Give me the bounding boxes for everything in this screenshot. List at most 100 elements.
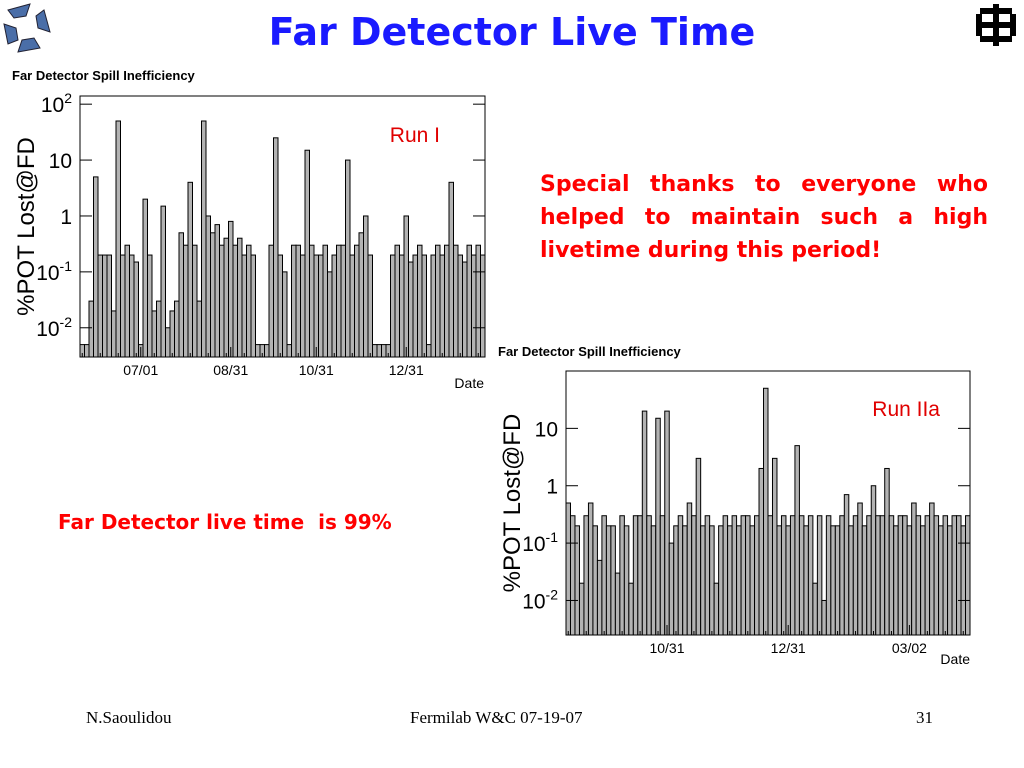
thanks-note: Special thanks to everyone who helped to…	[540, 172, 988, 263]
bar	[142, 198, 148, 358]
bar	[812, 582, 818, 636]
bar	[264, 344, 270, 358]
bar	[250, 254, 256, 358]
bar	[691, 515, 697, 636]
bar	[920, 525, 926, 636]
bar	[848, 525, 854, 636]
bar	[569, 515, 576, 636]
bar	[295, 244, 301, 358]
bar	[183, 244, 189, 358]
bar	[439, 254, 445, 358]
bar	[740, 515, 747, 636]
bar	[394, 244, 400, 358]
bar	[156, 300, 162, 358]
bar	[367, 254, 373, 358]
bar	[129, 254, 135, 358]
y-tick-label-base: 10	[522, 590, 545, 613]
bar	[408, 261, 414, 358]
bar	[349, 254, 355, 358]
bar	[363, 215, 369, 358]
bar	[336, 244, 342, 358]
bar	[246, 244, 252, 358]
bar	[695, 457, 702, 636]
bar	[426, 344, 432, 358]
bar	[165, 327, 171, 358]
bar	[147, 254, 153, 358]
bar	[619, 515, 625, 636]
footer-event: Fermilab W&C 07-19-07	[410, 708, 583, 727]
bar	[210, 232, 216, 358]
x-tick-label: 12/31	[389, 362, 424, 378]
bar	[583, 515, 589, 636]
bar	[942, 515, 949, 636]
bar	[839, 515, 845, 636]
bar	[111, 310, 117, 358]
bar	[776, 525, 782, 636]
bar	[102, 254, 108, 358]
bar	[879, 515, 886, 636]
bar	[628, 582, 634, 636]
bar	[947, 525, 953, 636]
bar	[124, 244, 130, 358]
bar	[821, 599, 827, 636]
bar	[718, 525, 724, 636]
y-tick-label-exp: -2	[60, 314, 73, 330]
x-tick-label: 10/31	[299, 362, 334, 378]
bar	[610, 525, 616, 636]
bar	[677, 515, 684, 636]
bar	[713, 582, 720, 636]
bar	[700, 525, 706, 636]
logo-right	[976, 4, 1016, 46]
bar	[192, 244, 198, 358]
bar	[866, 515, 872, 636]
bar	[237, 237, 243, 358]
bar	[430, 254, 436, 358]
bar	[771, 457, 778, 636]
y-tick-label: 1	[60, 206, 72, 229]
x-tick-label: 07/01	[123, 362, 158, 378]
bar	[376, 344, 382, 358]
bar	[965, 515, 971, 636]
bar	[646, 515, 652, 636]
x-tick-label: 03/02	[892, 640, 927, 656]
bar	[403, 215, 409, 358]
bar	[637, 515, 643, 636]
bar	[960, 525, 967, 636]
chart-title: Far Detector Spill Inefficiency	[498, 344, 682, 359]
bar	[736, 525, 742, 636]
x-axis-label: Date	[940, 651, 970, 667]
bar	[228, 220, 234, 358]
bar	[318, 254, 324, 358]
bar	[471, 254, 477, 358]
bar	[300, 254, 306, 358]
bar	[938, 525, 944, 636]
y-tick-label: 102	[41, 90, 72, 117]
bar	[601, 515, 607, 636]
bar	[807, 515, 814, 636]
bar	[605, 525, 612, 636]
bar	[897, 515, 904, 636]
bar	[623, 525, 630, 636]
bar	[906, 525, 913, 636]
bar	[457, 254, 463, 358]
bar	[399, 254, 405, 358]
bar	[798, 515, 805, 636]
bar	[313, 254, 319, 358]
bar	[255, 344, 261, 358]
bar	[169, 310, 175, 358]
bar	[214, 224, 220, 358]
bar	[731, 515, 738, 636]
bar	[888, 515, 895, 636]
bar	[843, 494, 850, 636]
bar	[722, 515, 729, 636]
bar	[151, 310, 157, 358]
bar	[187, 181, 193, 358]
bar	[668, 542, 675, 636]
bar	[268, 244, 274, 358]
bar	[196, 300, 202, 358]
y-tick-label: 10-1	[522, 529, 558, 556]
bar	[417, 244, 423, 358]
bar	[354, 244, 360, 358]
bar	[794, 445, 800, 636]
